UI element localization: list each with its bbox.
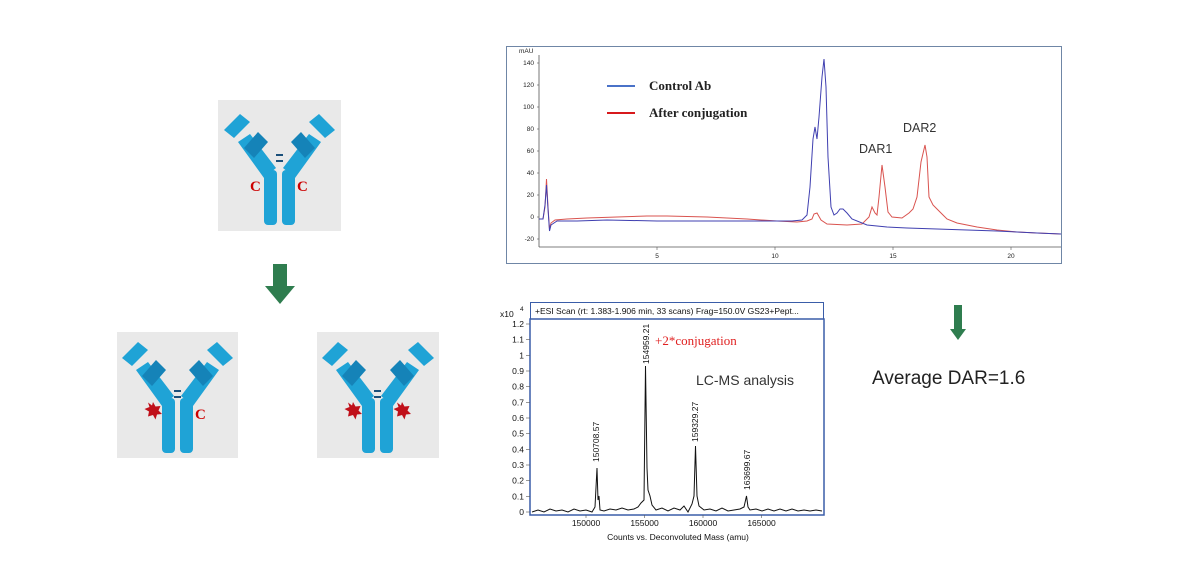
- hplc-x-tick-label: 20: [1007, 253, 1015, 260]
- ms-x-tick-label: 150000: [572, 518, 601, 528]
- right-cysteine-label: C: [297, 179, 308, 195]
- control-ab-trace: [539, 58, 1062, 235]
- cysteine-label: C: [195, 407, 206, 423]
- drug-star-icon: [393, 402, 411, 420]
- ms-y-tick-label: 0.7: [512, 397, 524, 407]
- y-exponent-label: 4: [520, 306, 524, 313]
- average-dar-result: Average DAR=1.6: [872, 368, 1026, 389]
- peak-label-154959: 154959.21: [641, 324, 651, 364]
- dar1-peak-label: DAR1: [859, 142, 892, 156]
- ms-y-tick-label: 0.9: [512, 366, 524, 376]
- antibody-icon: C: [122, 342, 233, 453]
- hplc-y-tick-label: 140: [523, 60, 534, 67]
- antibody-unconjugated: C C: [218, 100, 341, 231]
- ms-y-tick-label: 0.3: [512, 460, 524, 470]
- ms-y-tick-label: 0.4: [512, 444, 524, 454]
- ms-plot: x10 4 1.2 1.1 1 0.9 0.8 0.7 0.6 0.5 0.4 0.3 0.2 0.1…: [500, 306, 825, 542]
- hplc-y-tick-label: 80: [527, 126, 535, 133]
- legend-control-label: Control Ab: [649, 78, 711, 93]
- down-arrow-icon: [950, 305, 966, 340]
- lcms-spectrum: +ESI Scan (rt: 1.383-1.906 min, 33 scans…: [498, 300, 830, 545]
- down-arrow-icon: [265, 264, 295, 304]
- hplc-y-tick-label: 60: [527, 148, 535, 155]
- antibody-icon: [322, 342, 434, 453]
- legend-conjugation-label: After conjugation: [649, 105, 748, 120]
- hplc-x-tick-label: 5: [655, 253, 659, 260]
- ms-x-tick-label: 165000: [747, 518, 776, 528]
- drug-star-icon: [344, 402, 362, 420]
- hplc-y-tick-label: 120: [523, 82, 534, 89]
- ms-x-tick-label: 160000: [689, 518, 718, 528]
- hplc-y-tick-label: 40: [527, 170, 535, 177]
- ms-y-tick-label: 1.1: [512, 335, 524, 345]
- hplc-y-tick-label: 20: [527, 192, 535, 199]
- x-axis-label: Counts vs. Deconvoluted Mass (amu): [607, 532, 749, 542]
- conjugation-annotation: +2*conjugation: [655, 333, 737, 348]
- peak-label-159329: 159329.27: [690, 402, 700, 442]
- ms-y-tick-label: 0: [519, 507, 524, 517]
- spectrum-header: +ESI Scan (rt: 1.383-1.906 min, 33 scans…: [530, 302, 824, 319]
- antibody-dar1: C: [117, 332, 238, 458]
- lcms-method-label: LC-MS analysis: [696, 372, 794, 388]
- ms-y-tick-label: 0.8: [512, 382, 524, 392]
- ms-y-tick-label: 1.2: [512, 319, 524, 329]
- ms-y-tick-label: 0.2: [512, 476, 524, 486]
- ms-y-tick-label: 0.5: [512, 429, 524, 439]
- y-unit-label: mAU: [519, 48, 534, 55]
- ms-x-tick-label: 155000: [630, 518, 659, 528]
- hplc-x-tick-label: 15: [889, 253, 897, 260]
- antibody-dar2: [317, 332, 439, 458]
- dar2-peak-label: DAR2: [903, 121, 936, 135]
- peak-label-163699: 163699.67: [742, 450, 752, 490]
- y-multiplier-label: x10: [500, 309, 514, 319]
- left-cysteine-label: C: [250, 179, 261, 195]
- hplc-plot: mAU 140 120 100 80 60 40 20 0 -20 5 10 15 20 Contro…: [519, 48, 1062, 260]
- hplc-y-tick-label: -20: [525, 236, 535, 243]
- ms-y-tick-label: 0.1: [512, 491, 524, 501]
- hplc-y-tick-label: 100: [523, 104, 534, 111]
- peak-label-150708: 150708.57: [591, 422, 601, 462]
- hplc-y-tick-label: 0: [530, 214, 534, 221]
- hplc-chromatogram: mAU 140 120 100 80 60 40 20 0 -20 5 10 15 20 Contro…: [506, 46, 1062, 264]
- after-conjugation-trace: [539, 144, 1062, 235]
- drug-star-icon: [144, 402, 162, 420]
- mass-spectrum-trace: [531, 365, 823, 513]
- ms-y-tick-label: 0.6: [512, 413, 524, 423]
- ms-y-tick-label: 1: [519, 350, 524, 360]
- hplc-x-tick-label: 10: [771, 253, 779, 260]
- antibody-icon: C C: [224, 114, 335, 225]
